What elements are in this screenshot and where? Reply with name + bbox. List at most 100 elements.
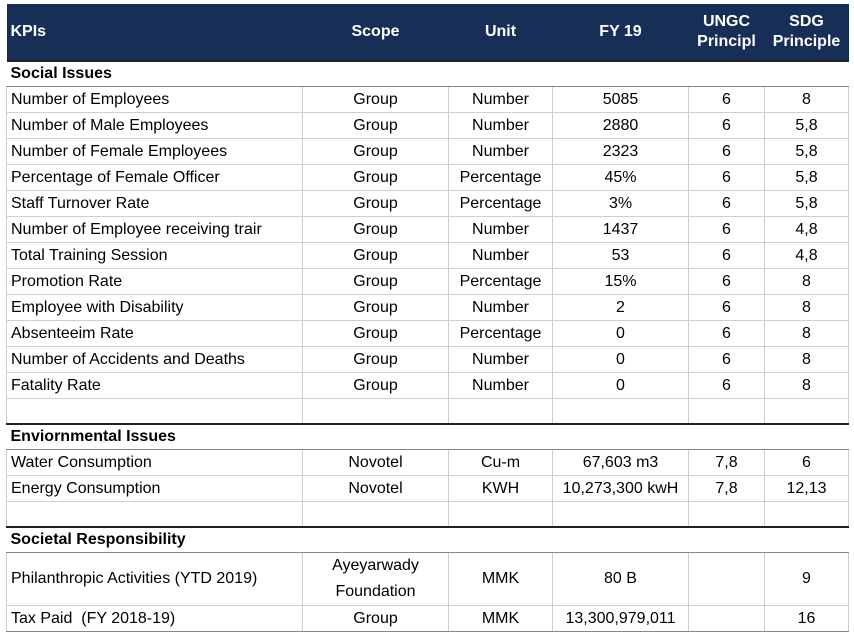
section-societal-responsibility: Societal Responsibility	[6, 526, 849, 553]
empty-cell	[448, 398, 553, 425]
table-row: Number of Employees Group Number 5085 6 …	[6, 86, 849, 113]
unit-cell: Number	[448, 138, 553, 165]
unit-cell: Number	[448, 346, 553, 373]
ungc-cell: 6	[688, 164, 765, 191]
header-scope: Scope	[302, 4, 449, 61]
ungc-cell: 6	[688, 190, 765, 217]
scope-cell: Group	[302, 372, 449, 399]
fy-cell: 10,273,300 kwH	[552, 475, 689, 502]
header-sdg: SDG Principle	[764, 4, 849, 61]
header-ungc-line2: Principl	[697, 33, 756, 50]
unit-cell: Percentage	[448, 268, 553, 295]
kpi-cell: Number of Employee receiving trair	[6, 216, 303, 243]
sdg-cell: 12,13	[764, 475, 849, 502]
empty-cell	[302, 501, 449, 528]
unit-cell: Number	[448, 372, 553, 399]
unit-cell: Number	[448, 112, 553, 139]
sdg-cell: 5,8	[764, 112, 849, 139]
scope-cell: Group	[302, 190, 449, 217]
unit-cell: Percentage	[448, 164, 553, 191]
fy-cell: 3%	[552, 190, 689, 217]
kpi-cell: Philanthropic Activities (YTD 2019)	[6, 552, 303, 606]
kpi-cell: Fatality Rate	[6, 372, 303, 399]
unit-cell: MMK	[448, 605, 553, 632]
scope-cell: Group	[302, 138, 449, 165]
fy-cell: 2323	[552, 138, 689, 165]
fy-cell: 13,300,979,011	[552, 605, 689, 632]
kpi-table: KPIs Scope Unit FY 19 UNGC Principl SDG …	[6, 4, 849, 632]
sdg-cell: 5,8	[764, 190, 849, 217]
fy-cell: 0	[552, 346, 689, 373]
scope-cell: Group	[302, 268, 449, 295]
scope-cell: Ayeyarwady Foundation	[302, 552, 449, 606]
scope-cell: Group	[302, 294, 449, 321]
kpi-cell: Number of Employees	[6, 86, 303, 113]
kpi-cell: Number of Accidents and Deaths	[6, 346, 303, 373]
ungc-cell: 7,8	[688, 449, 765, 476]
ungc-cell: 6	[688, 320, 765, 347]
ungc-cell: 6	[688, 112, 765, 139]
sdg-cell: 9	[764, 552, 849, 606]
table-row: Philanthropic Activities (YTD 2019) Ayey…	[6, 552, 849, 606]
kpi-cell: Employee with Disability	[6, 294, 303, 321]
sdg-cell: 8	[764, 268, 849, 295]
scope-cell: Novotel	[302, 475, 449, 502]
scope-cell: Group	[302, 605, 449, 632]
empty-cell	[688, 398, 765, 425]
header-sdg-line1: SDG	[789, 13, 824, 30]
sdg-cell: 5,8	[764, 164, 849, 191]
fy-cell: 80 B	[552, 552, 689, 606]
section-title: Enviornmental Issues	[6, 423, 849, 450]
table-row: Energy Consumption Novotel KWH 10,273,30…	[6, 475, 849, 502]
fy-cell: 53	[552, 242, 689, 269]
table-row: Number of Female Employees Group Number …	[6, 138, 849, 165]
fy-cell: 5085	[552, 86, 689, 113]
ungc-cell: 6	[688, 242, 765, 269]
table-row: Promotion Rate Group Percentage 15% 6 8	[6, 268, 849, 295]
unit-cell: Number	[448, 242, 553, 269]
sdg-cell: 8	[764, 346, 849, 373]
kpi-cell: Staff Turnover Rate	[6, 190, 303, 217]
header-ungc-line1: UNGC	[702, 13, 751, 30]
fy-cell: 1437	[552, 216, 689, 243]
empty-cell	[688, 501, 765, 528]
header-fy19: FY 19	[552, 4, 689, 61]
empty-cell	[302, 398, 449, 425]
header-kpis: KPIs	[6, 4, 303, 61]
sdg-cell: 8	[764, 320, 849, 347]
ungc-cell: 6	[688, 216, 765, 243]
scope-cell: Group	[302, 216, 449, 243]
sdg-cell: 4,8	[764, 216, 849, 243]
fy-cell: 2	[552, 294, 689, 321]
sdg-cell: 8	[764, 372, 849, 399]
table-row: Total Training Session Group Number 53 6…	[6, 242, 849, 269]
table-row: Absenteeim Rate Group Percentage 0 6 8	[6, 320, 849, 347]
empty-cell	[552, 501, 689, 528]
table-row: Number of Accidents and Deaths Group Num…	[6, 346, 849, 373]
header-sdg-line2: Principle	[772, 33, 841, 50]
table-row: Number of Employee receiving trair Group…	[6, 216, 849, 243]
scope-cell: Group	[302, 346, 449, 373]
ungc-cell	[688, 552, 765, 606]
fy-cell: 0	[552, 372, 689, 399]
empty-cell	[552, 398, 689, 425]
blank-row	[6, 501, 849, 528]
sdg-cell: 4,8	[764, 242, 849, 269]
unit-cell: Number	[448, 216, 553, 243]
kpi-cell: Percentage of Female Officer	[6, 164, 303, 191]
blank-row	[6, 398, 849, 425]
scope-line2: Foundation	[335, 583, 416, 600]
ungc-cell: 6	[688, 268, 765, 295]
kpi-cell: Energy Consumption	[6, 475, 303, 502]
scope-cell: Group	[302, 164, 449, 191]
unit-cell: Number	[448, 294, 553, 321]
table-row: Fatality Rate Group Number 0 6 8	[6, 372, 849, 399]
sdg-cell: 8	[764, 86, 849, 113]
ungc-cell: 6	[688, 294, 765, 321]
fy-cell: 45%	[552, 164, 689, 191]
table-header-row: KPIs Scope Unit FY 19 UNGC Principl SDG …	[6, 4, 849, 61]
unit-cell: Percentage	[448, 320, 553, 347]
sdg-cell: 8	[764, 294, 849, 321]
table-row: Employee with Disability Group Number 2 …	[6, 294, 849, 321]
fy-cell: 15%	[552, 268, 689, 295]
